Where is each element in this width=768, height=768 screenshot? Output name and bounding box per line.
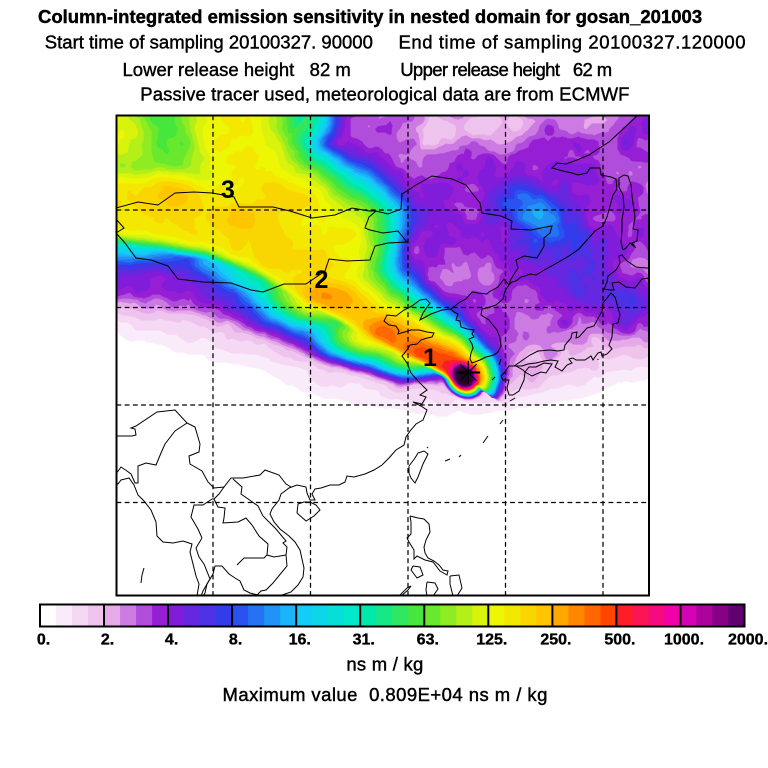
svg-text:500.: 500.	[604, 632, 635, 649]
svg-text:1000.: 1000.	[664, 632, 704, 649]
svg-text:8.: 8.	[229, 632, 242, 649]
svg-text:Upper release height 62 m: Upper release height 62 m	[400, 59, 612, 80]
svg-text:2.: 2.	[101, 632, 114, 649]
svg-text:31.: 31.	[353, 632, 375, 649]
svg-text:4.: 4.	[165, 632, 178, 649]
svg-text:2000.: 2000.	[728, 632, 768, 649]
svg-text:Start time of sampling 2010032: Start time of sampling 20100327. 90000	[45, 32, 373, 53]
svg-text:1: 1	[423, 344, 437, 372]
svg-text:2: 2	[315, 266, 329, 294]
svg-text:125.: 125.	[476, 632, 507, 649]
svg-text:63.: 63.	[417, 632, 439, 649]
svg-text:ns m / kg: ns m / kg	[346, 654, 423, 675]
svg-text:End time of sampling 20100327.: End time of sampling 20100327.120000	[399, 32, 747, 53]
svg-text:250.: 250.	[540, 632, 571, 649]
svg-text:16.: 16.	[289, 632, 311, 649]
svg-text:Column-integrated emission sen: Column-integrated emission sensitivity i…	[38, 6, 702, 27]
svg-text:Passive tracer used, meteorolo: Passive tracer used, meteorological data…	[140, 83, 629, 104]
svg-text:Lower release height 82 m: Lower release height 82 m	[123, 59, 351, 80]
svg-text:3: 3	[221, 176, 235, 204]
svg-text:0.: 0.	[37, 632, 50, 649]
svg-text:Maximum value 0.809E+04 ns m: Maximum value 0.809E+04 ns m / kg	[223, 684, 548, 705]
